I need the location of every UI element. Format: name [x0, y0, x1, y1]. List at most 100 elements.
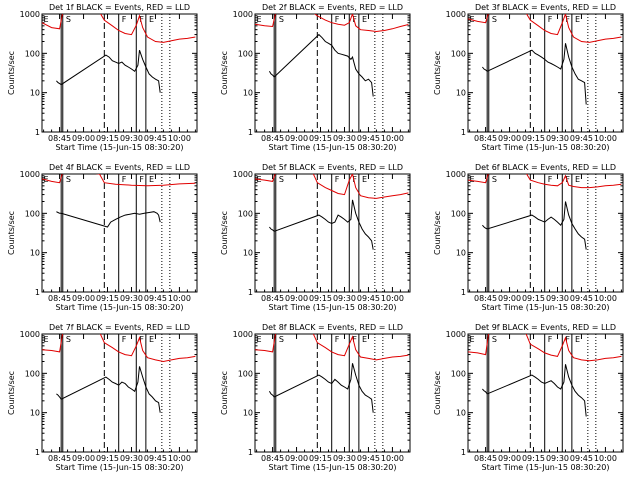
series-line-lld	[42, 334, 196, 363]
x-axis-label: Start Time (15-Jun-15 08:30:20)	[56, 463, 184, 472]
x-tick-label: 08:45	[48, 134, 71, 143]
x-tick-label: 09:15	[522, 454, 545, 463]
x-tick-label: 08:45	[474, 134, 497, 143]
segment-label: F	[122, 175, 127, 184]
x-axis-label: Start Time (15-Jun-15 08:30:20)	[269, 463, 397, 472]
x-tick-label: 09:45	[570, 454, 593, 463]
series-line-events	[482, 364, 587, 417]
segment-label: E	[149, 175, 154, 184]
segment-label: E	[470, 175, 475, 184]
chart-panel-4: Det 4f BLACK = Events, RED = LLD 1 10 100 10…	[7, 163, 198, 312]
segment-label: E	[362, 175, 367, 184]
plot-frame	[254, 173, 411, 293]
segment-label: E	[575, 15, 580, 24]
segment-label: E	[257, 335, 262, 344]
y-tick-label: 100	[25, 369, 40, 378]
chart-panel-2: Det 2f BLACK = Events, RED = LLD 1 10 100 10…	[220, 3, 411, 152]
y-tick-label: 10	[243, 409, 253, 418]
series-line-lld	[468, 14, 622, 43]
x-tick-label: 08:45	[48, 294, 71, 303]
x-tick-label: 09:45	[357, 134, 380, 143]
y-tick-label: 100	[238, 49, 253, 58]
y-axis-label: Counts/sec	[433, 51, 442, 95]
segment-label: S	[66, 175, 71, 184]
x-axis-label: Start Time (15-Jun-15 08:30:20)	[56, 143, 184, 152]
series-line-lld	[42, 14, 196, 43]
chart-panel-7: Det 7f BLACK = Events, RED = LLD 1 10 100 10…	[7, 323, 198, 472]
y-tick-label: 1000	[446, 10, 466, 19]
x-axis-label: Start Time (15-Jun-15 08:30:20)	[482, 143, 610, 152]
x-tick-label: 09:15	[522, 134, 545, 143]
plot-frame	[41, 173, 198, 293]
plot-frame	[41, 333, 198, 453]
segment-label: S	[279, 175, 284, 184]
segment-label: S	[279, 335, 284, 344]
x-tick-label: 08:45	[474, 454, 497, 463]
chart-title: Det 7f BLACK = Events, RED = LLD	[49, 323, 190, 332]
y-tick-label: 1	[35, 128, 40, 137]
series-line-lld	[468, 174, 622, 189]
y-tick-label: 10	[243, 249, 253, 258]
x-tick-label: 09:00	[72, 294, 95, 303]
y-tick-label: 10	[456, 409, 466, 418]
chart-panel-3: Det 3f BLACK = Events, RED = LLD 1 10 100 10…	[433, 3, 624, 152]
plot-frame	[467, 13, 624, 133]
y-tick-label: 1000	[20, 170, 40, 179]
x-tick-label: 09:00	[498, 294, 521, 303]
x-tick-label: 08:45	[474, 294, 497, 303]
chart-title: Det 8f BLACK = Events, RED = LLD	[262, 323, 403, 332]
x-tick-label: 09:30	[546, 454, 569, 463]
segment-label: E	[44, 15, 49, 24]
chart-panel-5: Det 5f BLACK = Events, RED = LLD 1 10 100 10…	[220, 163, 411, 312]
segment-label: F	[122, 15, 127, 24]
y-tick-label: 1	[461, 128, 466, 137]
y-tick-label: 1000	[20, 10, 40, 19]
x-tick-label: 10:00	[594, 454, 617, 463]
series-line-events	[482, 201, 587, 250]
x-tick-label: 08:45	[261, 134, 284, 143]
y-tick-label: 100	[451, 209, 466, 218]
chart-title: Det 9f BLACK = Events, RED = LLD	[475, 323, 616, 332]
segment-label: S	[66, 335, 71, 344]
y-tick-label: 1	[248, 448, 253, 457]
x-tick-label: 10:00	[381, 454, 404, 463]
x-tick-label: 09:45	[570, 294, 593, 303]
y-axis-label: Counts/sec	[220, 211, 229, 255]
segment-label: E	[44, 335, 49, 344]
segment-label: F	[122, 335, 127, 344]
segment-label: F	[139, 15, 144, 24]
x-tick-label: 08:45	[48, 454, 71, 463]
chart-panel-6: Det 6f BLACK = Events, RED = LLD 1 10 100 10…	[433, 163, 624, 312]
chart-title: Det 5f BLACK = Events, RED = LLD	[262, 163, 403, 172]
y-axis-label: Counts/sec	[433, 371, 442, 415]
x-axis-label: Start Time (15-Jun-15 08:30:20)	[482, 303, 610, 312]
series-line-events	[56, 366, 161, 413]
x-tick-label: 09:30	[120, 454, 143, 463]
plot-frame	[254, 333, 411, 453]
series-line-lld	[42, 174, 196, 187]
y-tick-label: 10	[30, 249, 40, 258]
plot-frame	[41, 13, 198, 133]
x-tick-label: 09:00	[72, 134, 95, 143]
x-tick-label: 09:30	[546, 294, 569, 303]
x-tick-label: 09:30	[120, 134, 143, 143]
segment-label: F	[139, 335, 144, 344]
x-tick-label: 09:45	[357, 454, 380, 463]
segment-label: F	[352, 15, 357, 24]
x-tick-label: 09:00	[498, 134, 521, 143]
segment-label: E	[575, 335, 580, 344]
y-tick-label: 1000	[446, 170, 466, 179]
x-tick-label: 09:15	[96, 134, 119, 143]
y-axis-label: Counts/sec	[7, 51, 16, 95]
x-tick-label: 09:45	[570, 134, 593, 143]
series-line-events	[269, 199, 374, 250]
y-tick-label: 10	[456, 89, 466, 98]
plot-frame	[467, 333, 624, 453]
segment-label: E	[149, 15, 154, 24]
segment-label: F	[352, 175, 357, 184]
segment-label: S	[492, 175, 497, 184]
y-tick-label: 1000	[446, 330, 466, 339]
x-tick-label: 10:00	[594, 294, 617, 303]
segment-label: F	[335, 335, 340, 344]
